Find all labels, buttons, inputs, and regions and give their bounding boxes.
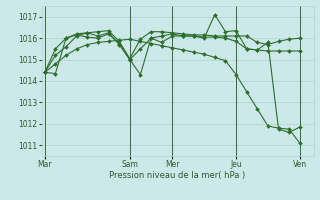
X-axis label: Pression niveau de la mer( hPa ): Pression niveau de la mer( hPa ) (109, 171, 246, 180)
